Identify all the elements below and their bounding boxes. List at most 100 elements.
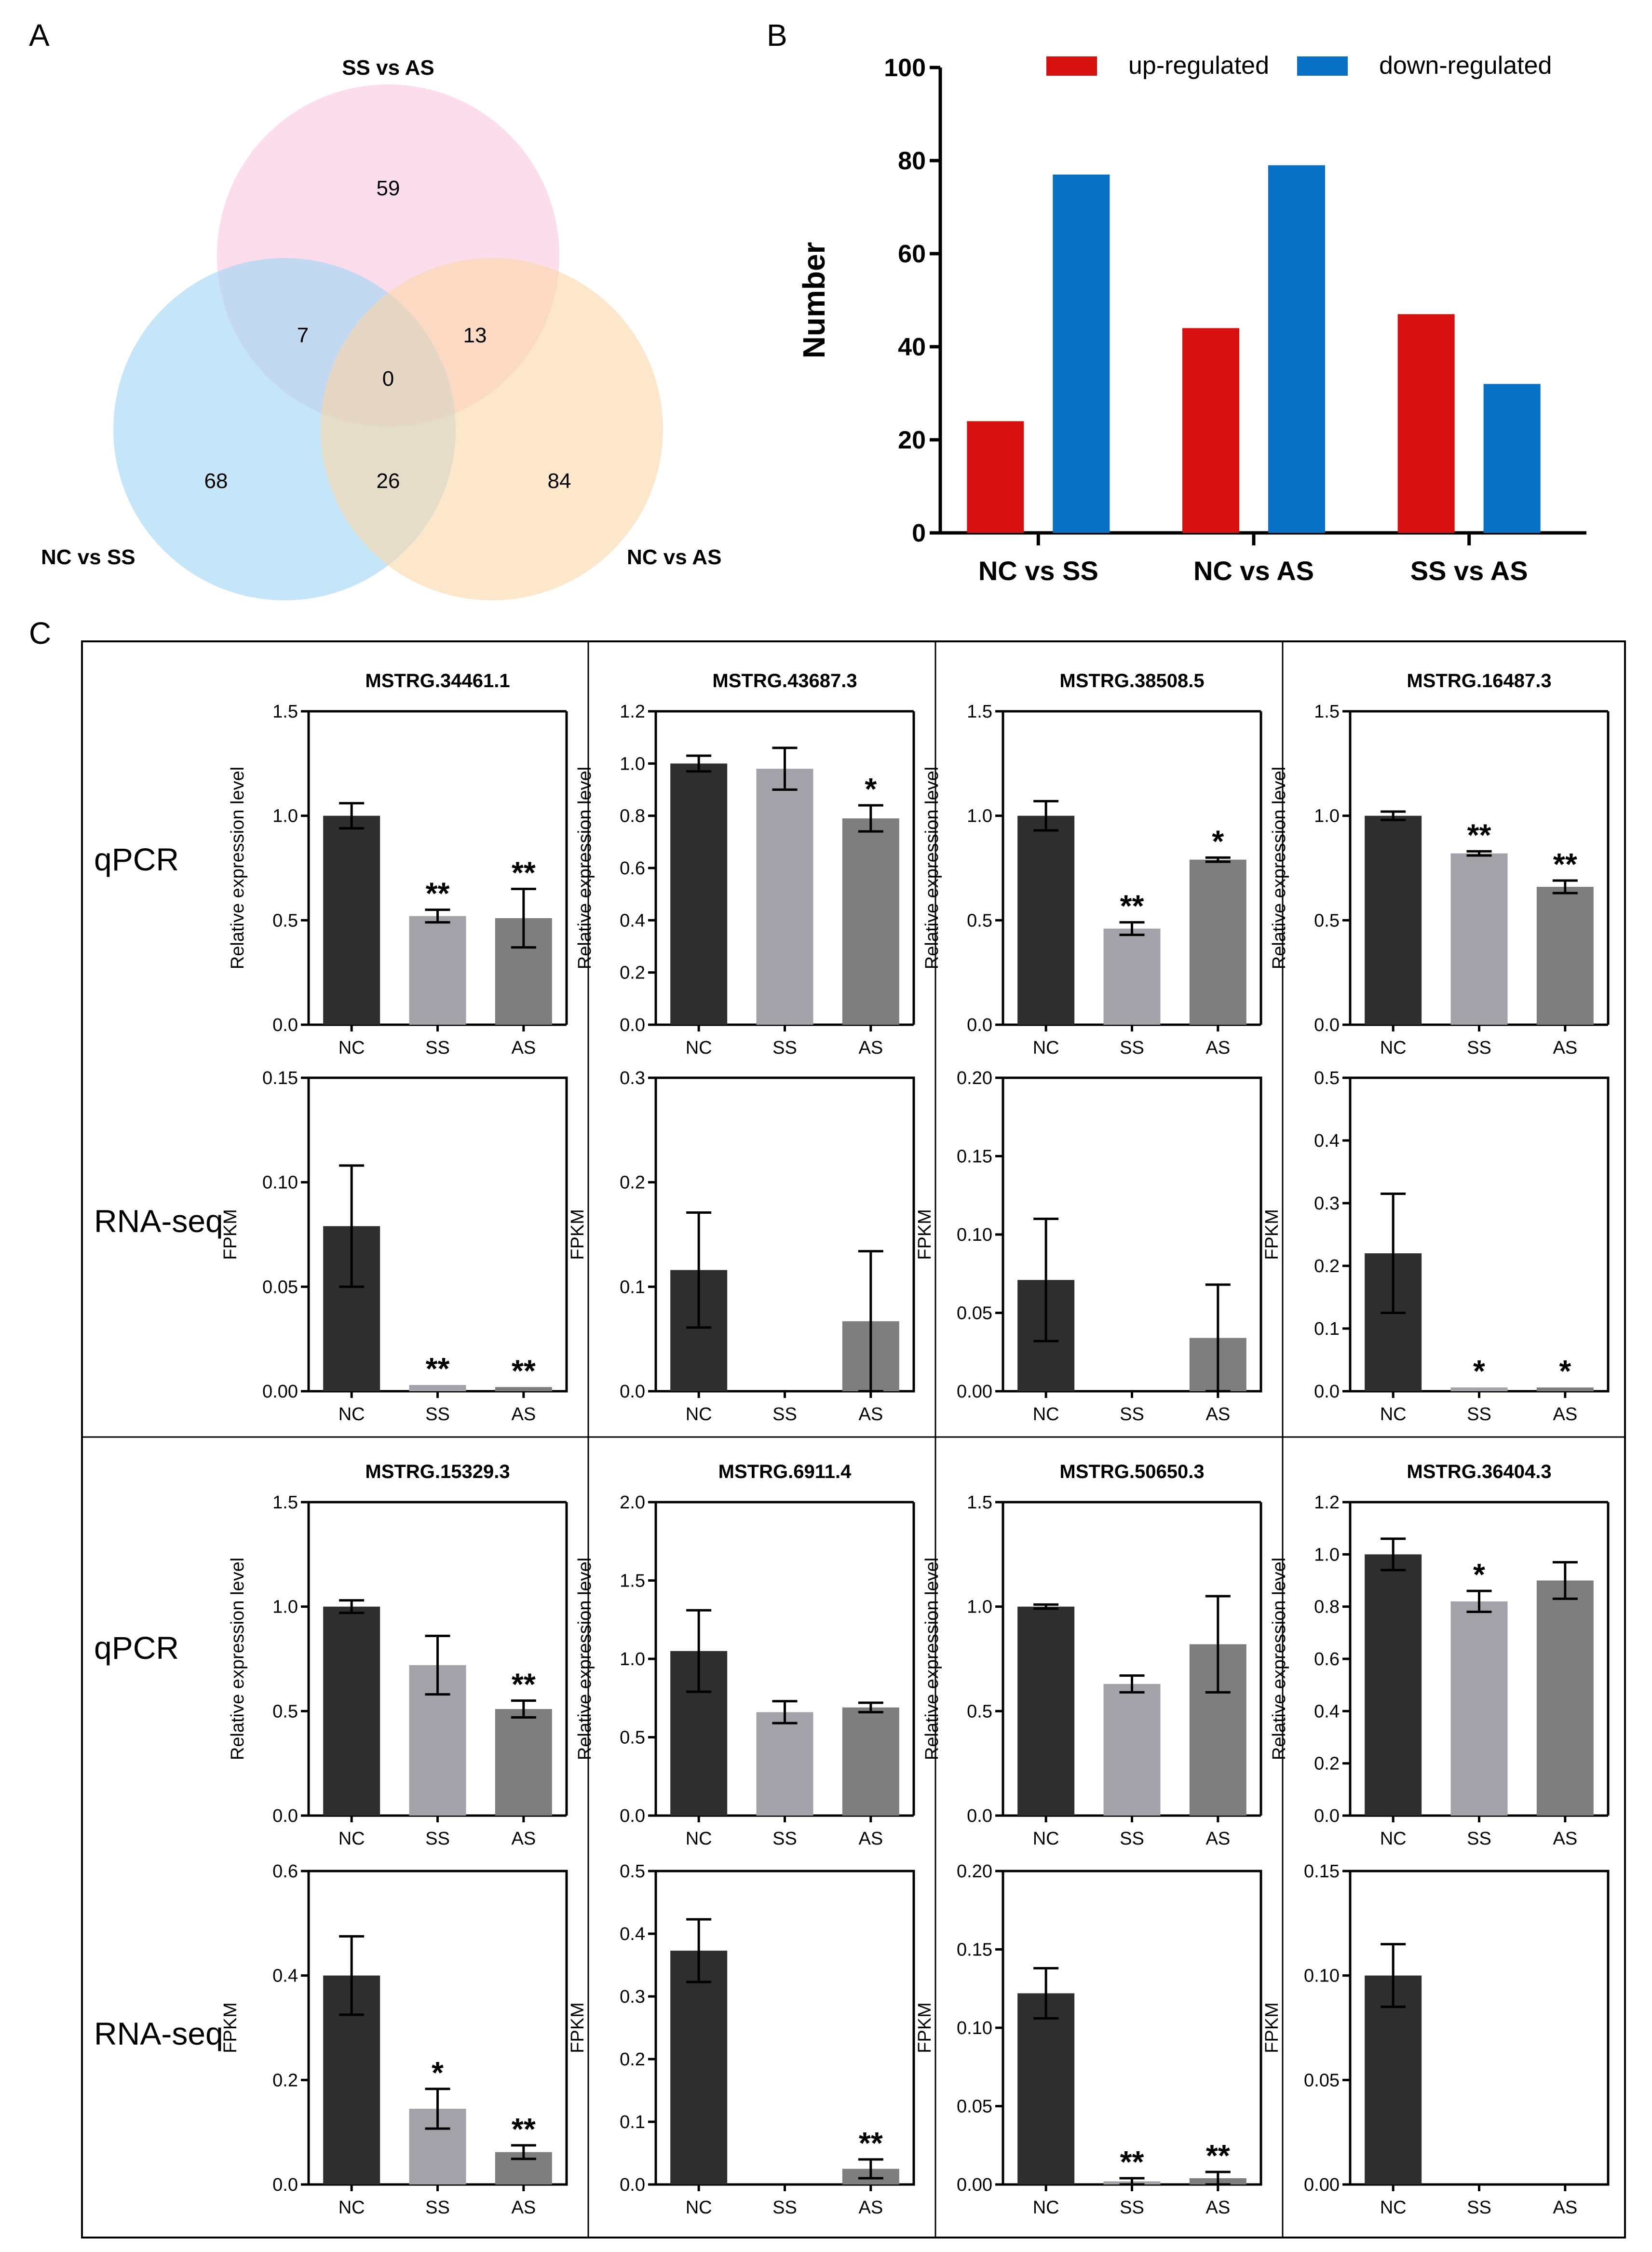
deg-y-tick-label: 40 (898, 333, 926, 361)
y-axis-label: Relative expression level (575, 767, 595, 969)
row-label-qpcr-bottom: qPCR (94, 1630, 179, 1666)
x-tick-label: SS (1467, 2198, 1491, 2218)
x-tick-label: SS (1467, 1404, 1491, 1424)
x-tick-label: SS (772, 1038, 797, 1058)
x-tick-label: AS (1205, 1829, 1230, 1849)
bar-nc (323, 1606, 380, 1816)
y-tick-label: 1.5 (967, 1492, 992, 1513)
x-tick-label: SS (425, 1404, 450, 1424)
chart-title: MSTRG.50650.3 (1059, 1461, 1204, 1482)
y-tick-label: 0.5 (967, 1701, 992, 1722)
y-tick-label: 0.5 (1314, 910, 1340, 931)
y-tick-label: 0.05 (957, 1303, 992, 1324)
x-tick-label: NC (1380, 1829, 1407, 1849)
bar-ss (1450, 1387, 1508, 1391)
chart-title: MSTRG.16487.3 (1407, 670, 1551, 692)
y-tick-label: 1.0 (1314, 1545, 1340, 1565)
bar-as (495, 1709, 552, 1816)
x-tick-label: SS (425, 2198, 450, 2218)
deg-bar-up (1182, 328, 1239, 533)
y-tick-label: 1.0 (620, 1649, 645, 1669)
deg-x-tick-label: NC vs SS (978, 556, 1098, 586)
y-tick-label: 0.4 (272, 1966, 298, 1986)
x-tick-label: SS (772, 1829, 797, 1849)
x-tick-label: NC (339, 2198, 365, 2218)
deg-bar-down (1483, 384, 1541, 533)
chart-q4: MSTRG.16487.3 0.0 0.5 1.0 1.5 Relative expres… (1269, 670, 1610, 1058)
venn-label-nc-vs-as: NC vs AS (627, 545, 721, 569)
significance-mark: * (1473, 1354, 1485, 1388)
y-tick-label: 0.6 (272, 1861, 298, 1882)
y-tick-label: 0.0 (1314, 1015, 1340, 1035)
chart-q1: MSTRG.34461.1 0.0 0.5 1.0 1.5 Relative expres… (228, 670, 568, 1058)
panel-label-c: C (29, 616, 51, 651)
y-tick-label: 0.10 (957, 2018, 992, 2038)
chart-r6: 0.0 0.1 0.2 0.3 0.4 0.5 FPKM NC SS ** AS (568, 1861, 915, 2218)
y-tick-label: 0.1 (1314, 1319, 1340, 1339)
x-tick-label: NC (1033, 2198, 1059, 2218)
y-tick-label: 0.1 (620, 1277, 645, 1297)
y-axis-label: FPKM (220, 2002, 241, 2053)
validation-charts: MSTRG.34461.1 0.0 0.5 1.0 1.5 Relative expres… (220, 670, 1610, 2218)
significance-mark: ** (512, 855, 536, 890)
panel-c-frame (81, 640, 1626, 2238)
chart-q2: MSTRG.43687.3 0.0 0.2 0.4 0.6 0.8 1.0 1.2 Relati… (575, 670, 915, 1058)
y-axis-label: Relative expression level (1269, 767, 1289, 969)
significance-mark: ** (426, 876, 450, 911)
venn-count-ncss-ssas: 7 (297, 324, 309, 347)
y-axis-label: FPKM (1262, 1209, 1282, 1260)
y-tick-label: 0.10 (262, 1173, 298, 1193)
bar-nc (670, 763, 728, 1025)
y-tick-label: 0.6 (620, 858, 645, 879)
y-axis-label: FPKM (1262, 2002, 1282, 2053)
x-tick-label: NC (1380, 1038, 1407, 1058)
significance-mark: ** (1553, 847, 1577, 882)
y-tick-label: 0.0 (620, 1015, 645, 1035)
y-tick-label: 1.0 (1314, 806, 1340, 827)
y-axis-label: Relative expression level (575, 1558, 595, 1760)
x-tick-label: SS (1467, 1038, 1491, 1058)
chart-title: MSTRG.6911.4 (718, 1461, 852, 1482)
deg-legend: up-regulated down-regulated (1046, 52, 1552, 80)
y-tick-label: 0.2 (620, 963, 645, 983)
chart-title: MSTRG.43687.3 (712, 670, 857, 692)
significance-mark: ** (859, 2126, 883, 2160)
y-tick-label: 0.2 (272, 2070, 298, 2090)
y-tick-label: 0.0 (967, 1806, 992, 1826)
chart-q8: MSTRG.36404.3 0.0 0.2 0.4 0.6 0.8 1.0 1.2 Relati… (1269, 1461, 1610, 1849)
y-axis-label: Relative expression level (1269, 1558, 1289, 1760)
significance-mark: ** (512, 1667, 536, 1702)
y-tick-label: 1.5 (272, 1492, 298, 1513)
x-tick-label: SS (425, 1038, 450, 1058)
y-tick-label: 0.00 (957, 2175, 992, 2195)
y-tick-label: 0.20 (957, 1861, 992, 1882)
y-tick-label: 0.5 (967, 910, 992, 931)
y-tick-label: 0.5 (1314, 1068, 1340, 1088)
x-tick-label: AS (511, 1404, 536, 1424)
deg-plot-area: 0 20 40 60 80 100 NC vs SS NC vs AS SS vs AS (884, 54, 1586, 586)
y-tick-label: 1.0 (272, 806, 298, 827)
deg-count-bar-chart: up-regulated down-regulated Number 0 20 40 6… (797, 52, 1586, 586)
legend-label-down: down-regulated (1379, 52, 1552, 80)
bar-nc (670, 1951, 728, 2184)
x-tick-label: AS (511, 2198, 536, 2218)
bar-ss (756, 769, 813, 1025)
deg-x-tick-label: SS vs AS (1410, 556, 1528, 586)
x-tick-label: SS (772, 2198, 797, 2218)
y-tick-label: 0.15 (262, 1068, 298, 1088)
significance-mark: ** (1120, 2144, 1144, 2179)
x-tick-label: SS (1120, 1829, 1144, 1849)
y-tick-label: 0.2 (620, 2049, 645, 2070)
y-tick-label: 0.3 (620, 1987, 645, 2007)
bar-nc (1017, 815, 1075, 1025)
bar-as (495, 1387, 552, 1391)
significance-mark: ** (1206, 2138, 1230, 2173)
y-tick-label: 0.0 (272, 1806, 298, 1826)
x-tick-label: AS (1553, 1404, 1577, 1424)
deg-y-tick-label: 80 (898, 147, 926, 175)
deg-y-tick-label: 0 (912, 519, 926, 547)
y-tick-label: 0.4 (1314, 1131, 1340, 1151)
row-label-qpcr-top: qPCR (94, 841, 179, 877)
y-tick-label: 1.5 (620, 1571, 645, 1591)
x-tick-label: SS (1120, 1404, 1144, 1424)
